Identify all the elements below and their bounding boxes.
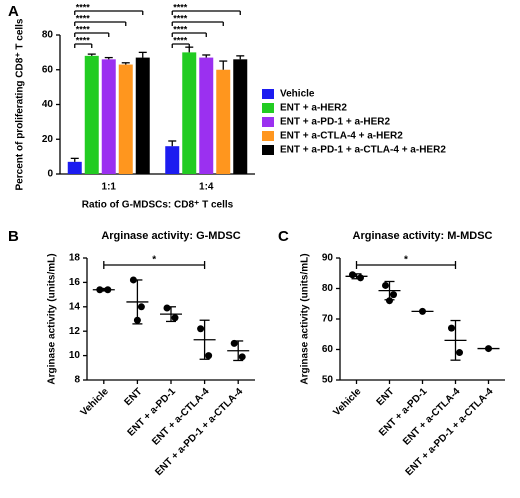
data-point (448, 324, 455, 332)
y-axis-label: Arginase activity (units/mL) (300, 253, 311, 384)
data-point (386, 297, 393, 305)
chart-title: Arginase activity: G-MDSC (101, 230, 240, 242)
y-axis-label: Arginase activity (units/mL) (47, 253, 58, 384)
y-tick-label: 14 (69, 301, 81, 312)
bar (233, 59, 248, 175)
legend-label: Vehicle (280, 89, 315, 100)
data-point (104, 286, 112, 294)
y-tick-label: 20 (42, 134, 54, 145)
y-tick-label: 80 (42, 30, 54, 41)
bar (165, 146, 180, 174)
y-tick-label: 0 (47, 169, 53, 180)
data-point (163, 304, 171, 312)
data-point (137, 303, 145, 311)
panel-letter: A (8, 3, 19, 20)
y-axis-label: Percent of proliferating CD8⁺ T cells (15, 18, 26, 190)
data-point (129, 276, 137, 284)
significance-label: **** (173, 35, 188, 45)
significance-label: **** (173, 24, 188, 34)
data-point (171, 314, 179, 322)
bar (101, 59, 116, 175)
data-point (349, 271, 356, 279)
legend-label: ENT + a-HER2 (280, 103, 347, 114)
bar (118, 64, 133, 174)
legend-label: ENT + a-PD-1 + a-HER2 (280, 117, 390, 128)
legend-swatch (262, 103, 274, 113)
chart-title: Arginase activity: M-MDSC (353, 230, 493, 242)
legend-swatch (262, 131, 274, 141)
bar (67, 161, 82, 174)
legend-label: ENT + a-PD-1 + a-CTLA-4 + a-HER2 (280, 145, 446, 156)
legend-swatch (262, 89, 274, 99)
significance-label: **** (76, 35, 91, 45)
y-tick-label: 40 (42, 99, 54, 110)
data-point (238, 353, 246, 361)
bar (182, 52, 197, 174)
significance-label: **** (76, 2, 91, 12)
significance-label: **** (173, 13, 188, 23)
panel-letter: C (278, 228, 289, 245)
x-tick-label: ENT (122, 386, 144, 408)
legend-swatch (262, 145, 274, 155)
x-tick-label: Vehicle (331, 386, 363, 418)
y-tick-label: 10 (69, 350, 81, 361)
y-tick-label: 90 (322, 253, 334, 264)
data-point (133, 316, 141, 324)
bar (84, 55, 99, 174)
significance-label: **** (76, 24, 91, 34)
data-point (197, 325, 205, 333)
bar (216, 69, 231, 174)
x-tick-label: Vehicle (79, 386, 111, 418)
data-point (485, 345, 492, 353)
x-axis-label: Ratio of G-MDSCs: CD8⁺ T cells (82, 200, 234, 211)
significance-label: **** (173, 2, 188, 12)
y-tick-label: 80 (322, 283, 334, 294)
data-point (456, 349, 463, 357)
significance-label: **** (76, 13, 91, 23)
data-point (390, 291, 397, 299)
data-point (357, 274, 364, 282)
data-point (205, 352, 213, 360)
data-point (230, 339, 238, 347)
bar (135, 57, 150, 174)
y-tick-label: 16 (69, 277, 81, 288)
significance-label: * (152, 255, 156, 266)
y-tick-label: 8 (74, 375, 80, 386)
y-tick-label: 18 (69, 253, 81, 264)
x-tick-label: 1:4 (199, 182, 214, 193)
significance-label: * (404, 255, 408, 266)
y-tick-label: 70 (322, 314, 334, 325)
y-tick-label: 12 (69, 326, 81, 337)
data-point (382, 281, 389, 289)
bar (199, 57, 214, 174)
y-tick-label: 60 (42, 64, 54, 75)
x-tick-label: ENT (375, 386, 397, 408)
y-tick-label: 60 (322, 344, 334, 355)
x-tick-label: ENT + a-CTLA-4 (401, 386, 463, 448)
legend-swatch (262, 117, 274, 127)
x-tick-label: ENT + a-CTLA-4 (150, 386, 212, 448)
legend-label: ENT + a-CTLA-4 + a-HER2 (280, 131, 403, 142)
x-tick-label: 1:1 (102, 182, 117, 193)
panel-letter: B (8, 228, 19, 245)
data-point (419, 307, 426, 315)
data-point (96, 286, 104, 294)
y-tick-label: 50 (322, 375, 334, 386)
